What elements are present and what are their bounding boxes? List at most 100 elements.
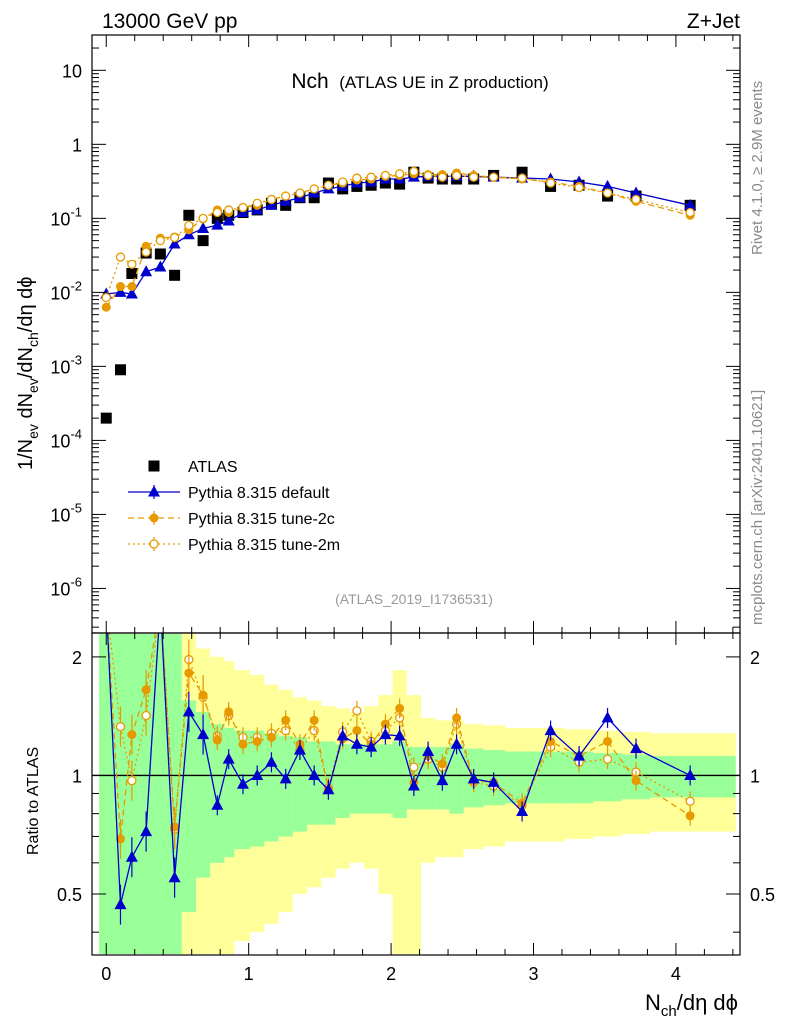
x-axis-label: Nch/dη dϕ xyxy=(645,990,738,1020)
legend-marker xyxy=(148,460,160,472)
ratio-point xyxy=(516,804,529,816)
ratio-point xyxy=(115,834,125,844)
ratio-point xyxy=(546,736,556,746)
data-point xyxy=(100,412,112,424)
data-point xyxy=(352,173,362,183)
data-point xyxy=(295,188,305,198)
ratio-line xyxy=(107,633,691,905)
ratio-point xyxy=(573,749,586,761)
y-tick-label-main: 10-3 xyxy=(50,352,82,377)
y-tick-label-ratio: 2 xyxy=(72,648,82,668)
ratio-point xyxy=(252,736,262,746)
data-point xyxy=(114,285,127,297)
ratio-point xyxy=(293,743,306,755)
data-point xyxy=(266,194,277,205)
ratio-point xyxy=(409,762,419,772)
ratio-point xyxy=(436,774,449,786)
legend-label: Pythia 8.315 tune-2c xyxy=(188,511,335,528)
y-tick-label-main: 10 xyxy=(62,61,82,81)
legend-label: Pythia 8.315 default xyxy=(188,485,330,502)
data-point xyxy=(154,260,167,272)
data-point xyxy=(238,202,248,213)
legend-entry: Pythia 8.315 default xyxy=(128,485,330,502)
y-tick-label-ratio-right: 1 xyxy=(750,766,760,786)
legend: ATLAS Pythia 8.315 default Pythia 8.315 tu… xyxy=(128,459,340,554)
data-point xyxy=(545,178,556,188)
ratio-point xyxy=(309,715,319,725)
data-point xyxy=(127,282,137,292)
stat-band xyxy=(335,744,350,818)
data-point xyxy=(140,265,153,277)
legend-marker xyxy=(149,539,159,549)
legend-marker xyxy=(148,485,160,497)
data-point xyxy=(517,173,527,183)
data-point xyxy=(101,302,111,312)
data-point xyxy=(488,172,499,182)
y-tick-label-main: 10-6 xyxy=(50,574,82,599)
legend-entry: Pythia 8.315 tune-2c xyxy=(128,511,335,528)
stat-band xyxy=(349,744,365,814)
ratio-point xyxy=(407,779,420,791)
data-point xyxy=(574,182,584,193)
ratio-point xyxy=(127,776,137,786)
ratio-point xyxy=(279,772,292,784)
y-tick-label-ratio-right: 0.5 xyxy=(750,885,775,905)
ratio-point xyxy=(211,798,224,810)
data-point xyxy=(366,172,376,182)
data-point xyxy=(211,212,223,224)
ratio-point xyxy=(322,783,335,795)
data-point xyxy=(394,169,405,179)
stat-band xyxy=(210,724,225,863)
stat-band xyxy=(536,751,565,804)
x-tick-label: 4 xyxy=(671,964,681,984)
ratio-point xyxy=(631,776,641,786)
data-point xyxy=(469,172,479,182)
ratio-point xyxy=(141,710,151,721)
data-point xyxy=(281,191,291,201)
data-point xyxy=(127,259,137,269)
series-line xyxy=(105,172,691,308)
data-point xyxy=(154,248,166,260)
ratio-point xyxy=(308,768,321,780)
data-point xyxy=(155,235,166,246)
x-tick-label: 0 xyxy=(101,964,111,984)
ratio-point xyxy=(380,719,390,729)
stat-band xyxy=(99,634,114,954)
data-point xyxy=(183,209,195,221)
ratio-point xyxy=(125,850,138,862)
ratio-point xyxy=(336,729,349,741)
y-axis-label-ratio: Ratio to ATLAS xyxy=(25,747,42,855)
ratio-point xyxy=(685,811,695,821)
data-point xyxy=(451,170,462,181)
mcplots-label: mcplots.cern.ch [arXiv:2401.10621] xyxy=(749,390,766,625)
data-point xyxy=(211,218,224,230)
ratio-point xyxy=(197,728,210,740)
data-point xyxy=(224,205,234,215)
stat-band xyxy=(449,744,464,814)
ratio-point xyxy=(140,825,153,837)
legend-entry: ATLAS xyxy=(148,459,238,476)
y-tick-label-main: 10-1 xyxy=(50,204,82,229)
data-point xyxy=(394,178,406,190)
x-tick-label: 2 xyxy=(386,964,396,984)
data-point xyxy=(222,214,235,226)
data-point xyxy=(437,172,447,182)
stat-band xyxy=(364,744,379,814)
legend-entry: Pythia 8.315 tune-2m xyxy=(128,537,340,554)
data-point xyxy=(309,184,319,194)
data-point xyxy=(409,166,419,177)
ratio-point xyxy=(685,796,695,806)
data-point xyxy=(126,267,138,279)
ratio-point xyxy=(352,706,362,716)
ratio-point xyxy=(141,685,151,695)
series-line xyxy=(106,175,691,295)
data-point xyxy=(631,194,641,205)
data-point xyxy=(197,235,209,247)
ratio-point xyxy=(212,735,222,745)
data-point xyxy=(115,282,125,292)
uncertainty-bands xyxy=(99,634,736,954)
ratio-point xyxy=(452,713,462,723)
y-axis-label-main-text: 1/Nev dNev/dNch/dη dϕ xyxy=(15,277,41,470)
y-axis-label-main: 1/Nev dNev/dNch/dη dϕ xyxy=(15,277,41,470)
stat-band xyxy=(127,634,138,954)
